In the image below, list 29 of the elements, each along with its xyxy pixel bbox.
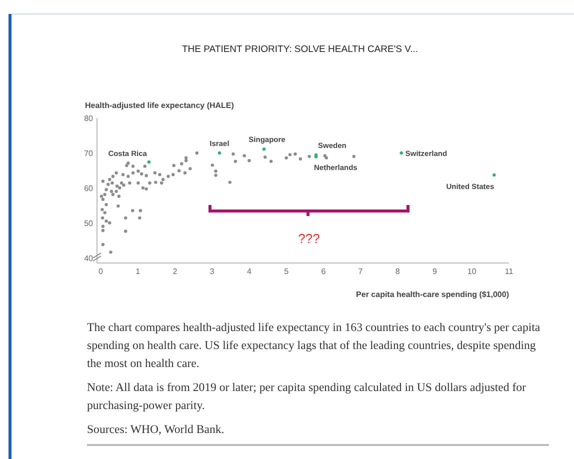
point: [147, 160, 151, 164]
x-axis-title: Per capita health-care spending ($1,000): [356, 290, 510, 299]
y-tick-label: 50: [84, 218, 94, 228]
y-axis-title: Health-adjusted life expectancy (HALE): [85, 101, 234, 110]
point: [218, 151, 222, 155]
text: Note: All data is from 2019 or later; per capita spending calculated in US dollars adjusted for purchasing-power parity.: [87, 379, 527, 414]
x-tick-label: 9: [432, 267, 438, 276]
y-tick-label: 70: [84, 148, 94, 158]
point: [400, 151, 403, 155]
x-tick-label: 10: [467, 267, 477, 276]
x-tick-label: 1: [136, 267, 141, 276]
x-tick-label: 2: [172, 267, 178, 276]
point: [262, 147, 266, 151]
y-tick-label: 60: [84, 184, 94, 193]
x-tick-label: 0: [98, 267, 104, 276]
x-tick-label: 11: [504, 267, 514, 276]
chart-title: THE PATIENT PRIORITY: SOLVE HEALTH CARE'S V...: [182, 44, 418, 55]
x-tick-label: 8: [395, 267, 400, 276]
annotation: ???: [298, 231, 320, 246]
y-tick-label: 40: [84, 254, 94, 263]
source-note: Sources: WHO, World Bank.: [87, 421, 226, 438]
x-tick-label: 3: [210, 267, 215, 276]
x-tick-label: 5: [284, 267, 290, 276]
x-tick-label: 4: [246, 267, 252, 276]
y-tick-label: 80: [84, 114, 94, 123]
x-tick-label: 7: [358, 267, 364, 276]
point: [492, 173, 496, 177]
x-tick-label: 6: [321, 267, 326, 276]
text: The chart compares health-adjusted life expectancy in 163 countries to each country's per capita spending on health care. US life expectancy lags that of the leading countries, despite spending the most on health care.: [87, 319, 542, 372]
